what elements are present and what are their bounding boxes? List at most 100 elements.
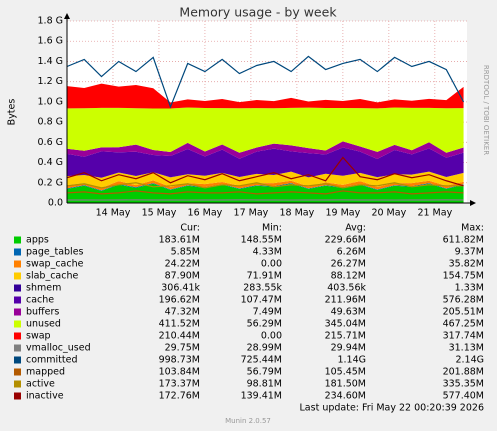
y-tick-label: 1.0 G [38, 96, 64, 107]
y-tick-label: 1.2 G [38, 76, 64, 87]
line [66, 182, 464, 189]
legend-swatch [14, 344, 21, 352]
legend-stat: 9.37M [455, 247, 484, 258]
x-tick-label: 17 May [234, 208, 269, 219]
x-axis-arrow [470, 200, 476, 206]
legend-stat: 215.71M [325, 331, 366, 342]
legend-stat: 1.33M [455, 283, 484, 294]
legend-stat: 611.82M [443, 235, 484, 246]
legend-swatch [14, 380, 21, 388]
line [66, 190, 464, 195]
legend-stat: 577.40M [443, 391, 484, 402]
legend-stat: 6.26M [337, 247, 366, 258]
legend-swatch [14, 296, 21, 304]
legend-stat: 29.94M [331, 343, 366, 354]
legend-stat: 234.60M [325, 391, 366, 402]
legend-stat: 24.22M [165, 259, 200, 270]
legend-stat: 0.00 [261, 259, 282, 270]
legend-stat: 56.79M [247, 367, 282, 378]
legend-stat: 335.35M [443, 379, 484, 390]
x-tick-label: 21 May [417, 208, 452, 219]
legend-stat: 105.45M [325, 367, 366, 378]
legend-label: committed [26, 355, 78, 366]
legend-stat: 47.32M [165, 307, 200, 318]
legend-stat: 4.33M [253, 247, 282, 258]
legend-stat: 181.50M [325, 379, 366, 390]
x-tick-label: 14 May [96, 208, 131, 219]
line [66, 55, 465, 109]
legend-label: slab_cache [26, 271, 78, 282]
legend-label: vmalloc_used [26, 343, 91, 354]
legend-label: page_tables [26, 247, 84, 258]
legend-swatch [14, 392, 21, 400]
legend-stat: 998.73M [159, 355, 200, 366]
legend-swatch [14, 320, 21, 328]
legend-swatch [14, 236, 21, 244]
legend-stat: 103.84M [159, 367, 200, 378]
legend-stat: 306.41k [161, 283, 200, 294]
area [67, 141, 464, 159]
legend-swatch [14, 332, 21, 340]
legend-swatch [14, 356, 21, 364]
legend-stat: 201.88M [443, 367, 484, 378]
legend-stat: 211.96M [325, 295, 366, 306]
axes [64, 13, 476, 206]
legend-label: cache [26, 295, 54, 306]
legend-label: mapped [26, 367, 65, 378]
legend-stat: 172.76M [159, 391, 200, 402]
legend-stat: 210.44M [159, 331, 200, 342]
legend-swatch [14, 260, 21, 268]
legend: Cur: Min: Avg: Max: apps 183.61M 148.55M 229.66… [14, 223, 484, 402]
x-tick-label: 18 May [280, 208, 315, 219]
legend-stat: 139.41M [241, 391, 282, 402]
area [67, 171, 464, 188]
legend-label: buffers [26, 307, 59, 318]
legend-stat: 88.12M [331, 271, 366, 282]
legend-stat: 2.14G [455, 355, 484, 366]
legend-stat: 196.62M [159, 295, 200, 306]
legend-label: swap [26, 331, 51, 342]
legend-stat: 87.90M [165, 271, 200, 282]
legend-stat: 725.44M [241, 355, 282, 366]
legend-header: Min: [262, 223, 282, 234]
legend-stat: 49.63M [331, 307, 366, 318]
legend-stat: 183.61M [159, 235, 200, 246]
watermark: RRDTOOL / TOBI OETIKER [482, 65, 490, 155]
area [67, 83, 464, 109]
legend-label: swap_cache [26, 259, 84, 270]
line [66, 156, 464, 187]
legend-stat: 7.49M [253, 307, 282, 318]
legend-stat: 1.14G [337, 355, 366, 366]
legend-stat: 31.13M [449, 343, 484, 354]
legend-stat: 576.28M [443, 295, 484, 306]
y-tick-label: 0.6 G [38, 137, 64, 148]
version: Munin 2.0.57 [225, 417, 271, 425]
x-tick-label: 15 May [142, 208, 177, 219]
legend-stat: 403.56k [327, 283, 366, 294]
legend-stat: 205.51M [443, 307, 484, 318]
legend-header: Cur: [180, 223, 200, 234]
y-axis-arrow [64, 13, 70, 19]
legend-label: apps [26, 235, 49, 246]
legend-stat: 411.52M [159, 319, 200, 330]
legend-swatch [14, 308, 21, 316]
y-tick-label: 0.4 G [38, 157, 64, 168]
legend-label: shmem [26, 283, 61, 294]
legend-stat: 28.99M [247, 343, 282, 354]
x-tick-label: 20 May [371, 208, 406, 219]
legend-stat: 107.47M [241, 295, 282, 306]
legend-stat: 283.55k [243, 283, 282, 294]
legend-label: inactive [26, 391, 64, 402]
legend-stat: 148.55M [241, 235, 282, 246]
legend-swatch [14, 284, 21, 292]
legend-stat: 98.81M [247, 379, 282, 390]
legend-stat: 26.27M [331, 259, 366, 270]
legend-stat: 29.75M [165, 343, 200, 354]
legend-stat: 5.85M [171, 247, 200, 258]
y-tick-label: 0.2 G [38, 177, 64, 188]
y-tick-label: 1.4 G [38, 56, 64, 67]
legend-swatch [14, 272, 21, 280]
chart-title: Memory usage - by week [179, 5, 337, 20]
